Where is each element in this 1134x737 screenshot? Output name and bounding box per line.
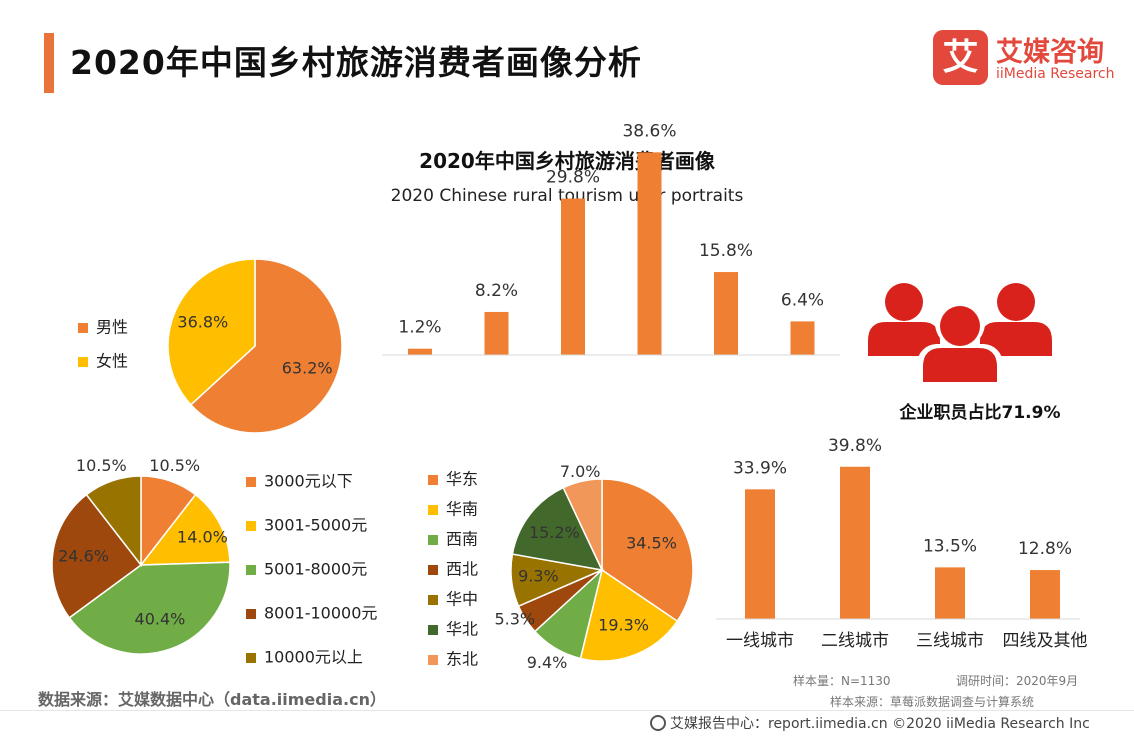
city-tick-label-3: 四线及其他	[1003, 631, 1088, 651]
city-data-label-0: 33.9%	[733, 458, 787, 478]
title-accent-bar	[44, 33, 54, 93]
gender-data-label-1: 36.8%	[177, 313, 228, 332]
page-title: 2020年中国乡村旅游消费者画像分析	[70, 43, 642, 82]
region-data-label-1: 19.3%	[598, 615, 649, 634]
brand-name-cn: 艾媒咨询	[996, 37, 1104, 68]
income-legend-swatch-1	[246, 521, 256, 531]
region-legend-swatch-3	[428, 565, 438, 575]
city-data-label-1: 39.8%	[828, 436, 882, 456]
income-legend-swatch-4	[246, 653, 256, 663]
region-legend-swatch-4	[428, 595, 438, 605]
region-slice-6	[562, 478, 603, 571]
region-legend-label-1: 华南	[446, 500, 478, 519]
age-bar-4	[714, 272, 738, 355]
age-bar-0	[408, 348, 432, 355]
region-data-label-0: 34.5%	[626, 533, 677, 552]
region-legend-swatch-5	[428, 625, 438, 635]
region-legend-label-2: 西南	[446, 530, 478, 549]
region-legend-label-0: 华东	[446, 470, 478, 489]
gender-legend-label-0: 男性	[96, 318, 128, 337]
age-bar-5	[790, 321, 815, 355]
people-group-icon	[868, 283, 1052, 388]
brand-logo-icon: 艾	[933, 30, 988, 85]
globe-icon	[650, 715, 666, 731]
age-data-label-0: 1.2%	[398, 318, 441, 338]
data-source-note: 数据来源：艾媒数据中心（data.iimedia.cn）	[38, 690, 386, 709]
income-data-label-1: 14.0%	[177, 527, 228, 546]
region-legend-label-3: 西北	[446, 560, 478, 579]
sample-size-note: 样本量：N=1130	[793, 674, 891, 688]
survey-time-note: 调研时间：2020年9月	[956, 674, 1079, 688]
region-legend-label-6: 东北	[446, 650, 478, 669]
gender-legend-swatch-0	[78, 323, 88, 333]
age-bar-3	[637, 152, 662, 355]
gender-slice-0	[189, 258, 343, 434]
gender-slice-1	[167, 258, 256, 406]
gender-legend-swatch-1	[78, 357, 88, 367]
income-slice-1	[139, 493, 231, 566]
income-legend-swatch-0	[246, 477, 256, 487]
age-data-label-5: 6.4%	[781, 290, 824, 310]
income-legend-label-2: 5001-8000元	[264, 560, 367, 579]
gender-legend-label-1: 女性	[96, 352, 128, 371]
income-data-label-2: 40.4%	[135, 609, 186, 628]
region-data-label-2: 9.4%	[527, 653, 568, 672]
age-bar-2	[561, 198, 585, 355]
city-bar-0	[745, 489, 775, 619]
income-slice-2	[68, 561, 231, 655]
employee-share-label: 企业职员占比71.9%	[899, 403, 1061, 423]
income-legend-swatch-2	[246, 565, 256, 575]
chart-title: 2020年中国乡村旅游消费者画像	[419, 149, 715, 173]
age-data-label-4: 15.8%	[699, 241, 753, 261]
income-data-label-4: 10.5%	[76, 456, 127, 475]
region-legend-swatch-2	[428, 535, 438, 545]
footer-credit: 艾媒报告中心：report.iimedia.cn ©2020 iiMedia R…	[670, 716, 1090, 732]
income-legend-label-4: 10000元以上	[264, 648, 363, 667]
income-data-label-3: 24.6%	[58, 547, 109, 566]
income-slice-4	[85, 475, 142, 568]
footer-divider	[0, 710, 1134, 711]
sample-source-note: 样本来源：草莓派数据调查与计算系统	[830, 695, 1035, 709]
city-tick-label-0: 一线城市	[726, 631, 794, 651]
income-data-label-0: 10.5%	[149, 456, 200, 475]
age-data-label-1: 8.2%	[475, 281, 518, 301]
city-data-label-2: 13.5%	[923, 536, 977, 556]
gender-data-label-0: 63.2%	[282, 358, 333, 377]
region-slice-1	[579, 568, 679, 662]
region-legend-swatch-6	[428, 655, 438, 665]
income-legend-label-0: 3000元以下	[264, 472, 353, 491]
region-data-label-3: 5.3%	[494, 610, 535, 629]
age-data-label-3: 38.6%	[622, 121, 676, 141]
city-bar-3	[1030, 570, 1060, 619]
region-data-label-6: 7.0%	[560, 462, 601, 481]
city-tick-label-2: 三线城市	[916, 631, 984, 651]
region-legend-label-5: 华北	[446, 620, 478, 639]
city-bar-1	[840, 466, 870, 619]
brand-name-en: iiMedia Research	[996, 66, 1115, 82]
income-legend-swatch-3	[246, 609, 256, 619]
income-legend-label-1: 3001-5000元	[264, 516, 367, 535]
region-data-label-5: 15.2%	[529, 523, 580, 542]
region-data-label-4: 9.3%	[518, 566, 559, 585]
region-legend-label-4: 华中	[446, 590, 478, 609]
city-tick-label-1: 二线城市	[821, 631, 889, 651]
region-slice-0	[601, 478, 694, 623]
age-data-label-2: 29.8%	[546, 168, 600, 188]
region-legend-swatch-1	[428, 505, 438, 515]
region-legend-swatch-0	[428, 475, 438, 485]
city-bar-2	[935, 567, 965, 619]
age-bar-1	[484, 311, 509, 355]
city-data-label-3: 12.8%	[1018, 539, 1072, 559]
income-slice-3	[51, 493, 143, 619]
income-legend-label-3: 8001-10000元	[264, 604, 377, 623]
region-slice-5	[511, 486, 604, 571]
